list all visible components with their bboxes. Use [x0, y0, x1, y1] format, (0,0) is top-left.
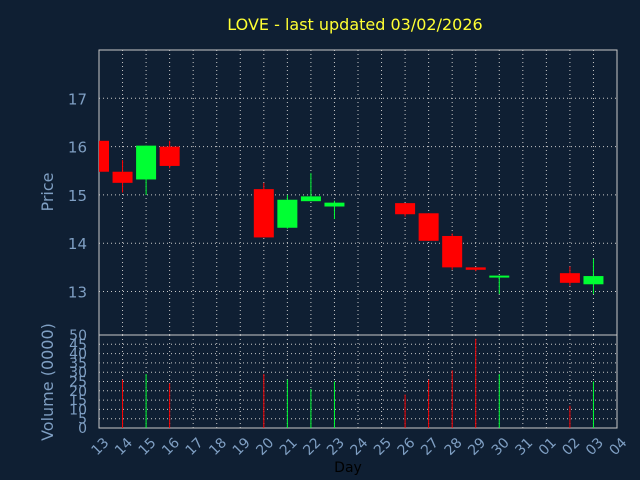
x-tick-label: 15	[136, 435, 160, 459]
candle-body	[559, 273, 580, 283]
candle-group	[99, 140, 604, 294]
candle-body	[583, 276, 604, 285]
price-tick-label: 13	[68, 284, 87, 302]
x-tick-label: 14	[112, 435, 136, 459]
x-tick-label: 01	[536, 435, 560, 459]
x-tick-label: 17	[183, 435, 207, 459]
candle-body	[136, 145, 157, 180]
volume-tick-label: 10	[69, 402, 87, 418]
x-tick-label: 02	[559, 435, 583, 459]
candle-body	[442, 235, 463, 268]
candle-body	[489, 275, 510, 278]
volume-tick-label: 5	[78, 412, 87, 428]
price-axis-label: Price	[38, 172, 57, 211]
x-tick-label: 28	[442, 435, 466, 459]
candle-body	[277, 199, 298, 228]
price-tick-label: 14	[68, 235, 87, 253]
x-tick-label: 30	[489, 435, 513, 459]
candle-body	[324, 202, 345, 207]
chart-title: LOVE - last updated 03/02/2026	[227, 15, 482, 34]
x-tick-label: 25	[371, 435, 395, 459]
candle-body	[99, 140, 109, 172]
volume-tick-label: 25	[69, 375, 87, 391]
x-tick-label: 27	[418, 435, 442, 459]
x-tick-label: 23	[324, 435, 348, 459]
volume-tick-label: 30	[69, 365, 87, 381]
x-axis-label: Day	[334, 460, 362, 476]
x-tick-label: 16	[159, 435, 183, 459]
candle-body	[395, 203, 416, 215]
x-tick-label: 19	[230, 435, 254, 459]
volume-tick-label: 40	[69, 347, 87, 363]
candle-body	[112, 171, 133, 183]
x-tick-label: 13	[89, 435, 113, 459]
volume-frame	[98, 334, 618, 429]
volume-tick-label: 20	[69, 384, 87, 400]
candle-body	[418, 213, 439, 241]
x-tick-label: 24	[348, 435, 372, 459]
x-tick-label: 03	[583, 435, 607, 459]
price-tick-label: 15	[68, 187, 87, 205]
x-tick-label: 04	[607, 435, 631, 459]
x-tick-label: 20	[253, 435, 277, 459]
price-panel: 13 14 15 16 17	[68, 49, 618, 336]
x-tick-label: 21	[277, 435, 301, 459]
candle-body	[159, 146, 180, 166]
x-tick-label: 31	[512, 435, 536, 459]
candle-body	[465, 267, 486, 270]
x-tick-label: 29	[465, 435, 489, 459]
volume-tick-label: 50	[69, 328, 87, 344]
x-tick-label: 26	[395, 435, 419, 459]
price-tick-label: 17	[68, 90, 87, 108]
x-tick-label: 18	[206, 435, 230, 459]
price-tick-label: 16	[68, 139, 87, 157]
price-frame	[98, 49, 618, 336]
x-tick-label: 22	[300, 435, 324, 459]
candle-body	[253, 189, 274, 238]
volume-axis-label: Volume (0000)	[38, 323, 57, 441]
candle-body	[300, 196, 321, 202]
volume-tick-label: 45	[69, 337, 87, 353]
volume-tick-label: 35	[69, 356, 87, 372]
x-axis: 13 14 15 16 17 18 19 20 21 22 23 24 25 26 27 28 29 30 31 01…	[89, 435, 631, 459]
volume-tick-label: 15	[69, 393, 87, 409]
volume-tick-label: 0	[78, 421, 87, 437]
